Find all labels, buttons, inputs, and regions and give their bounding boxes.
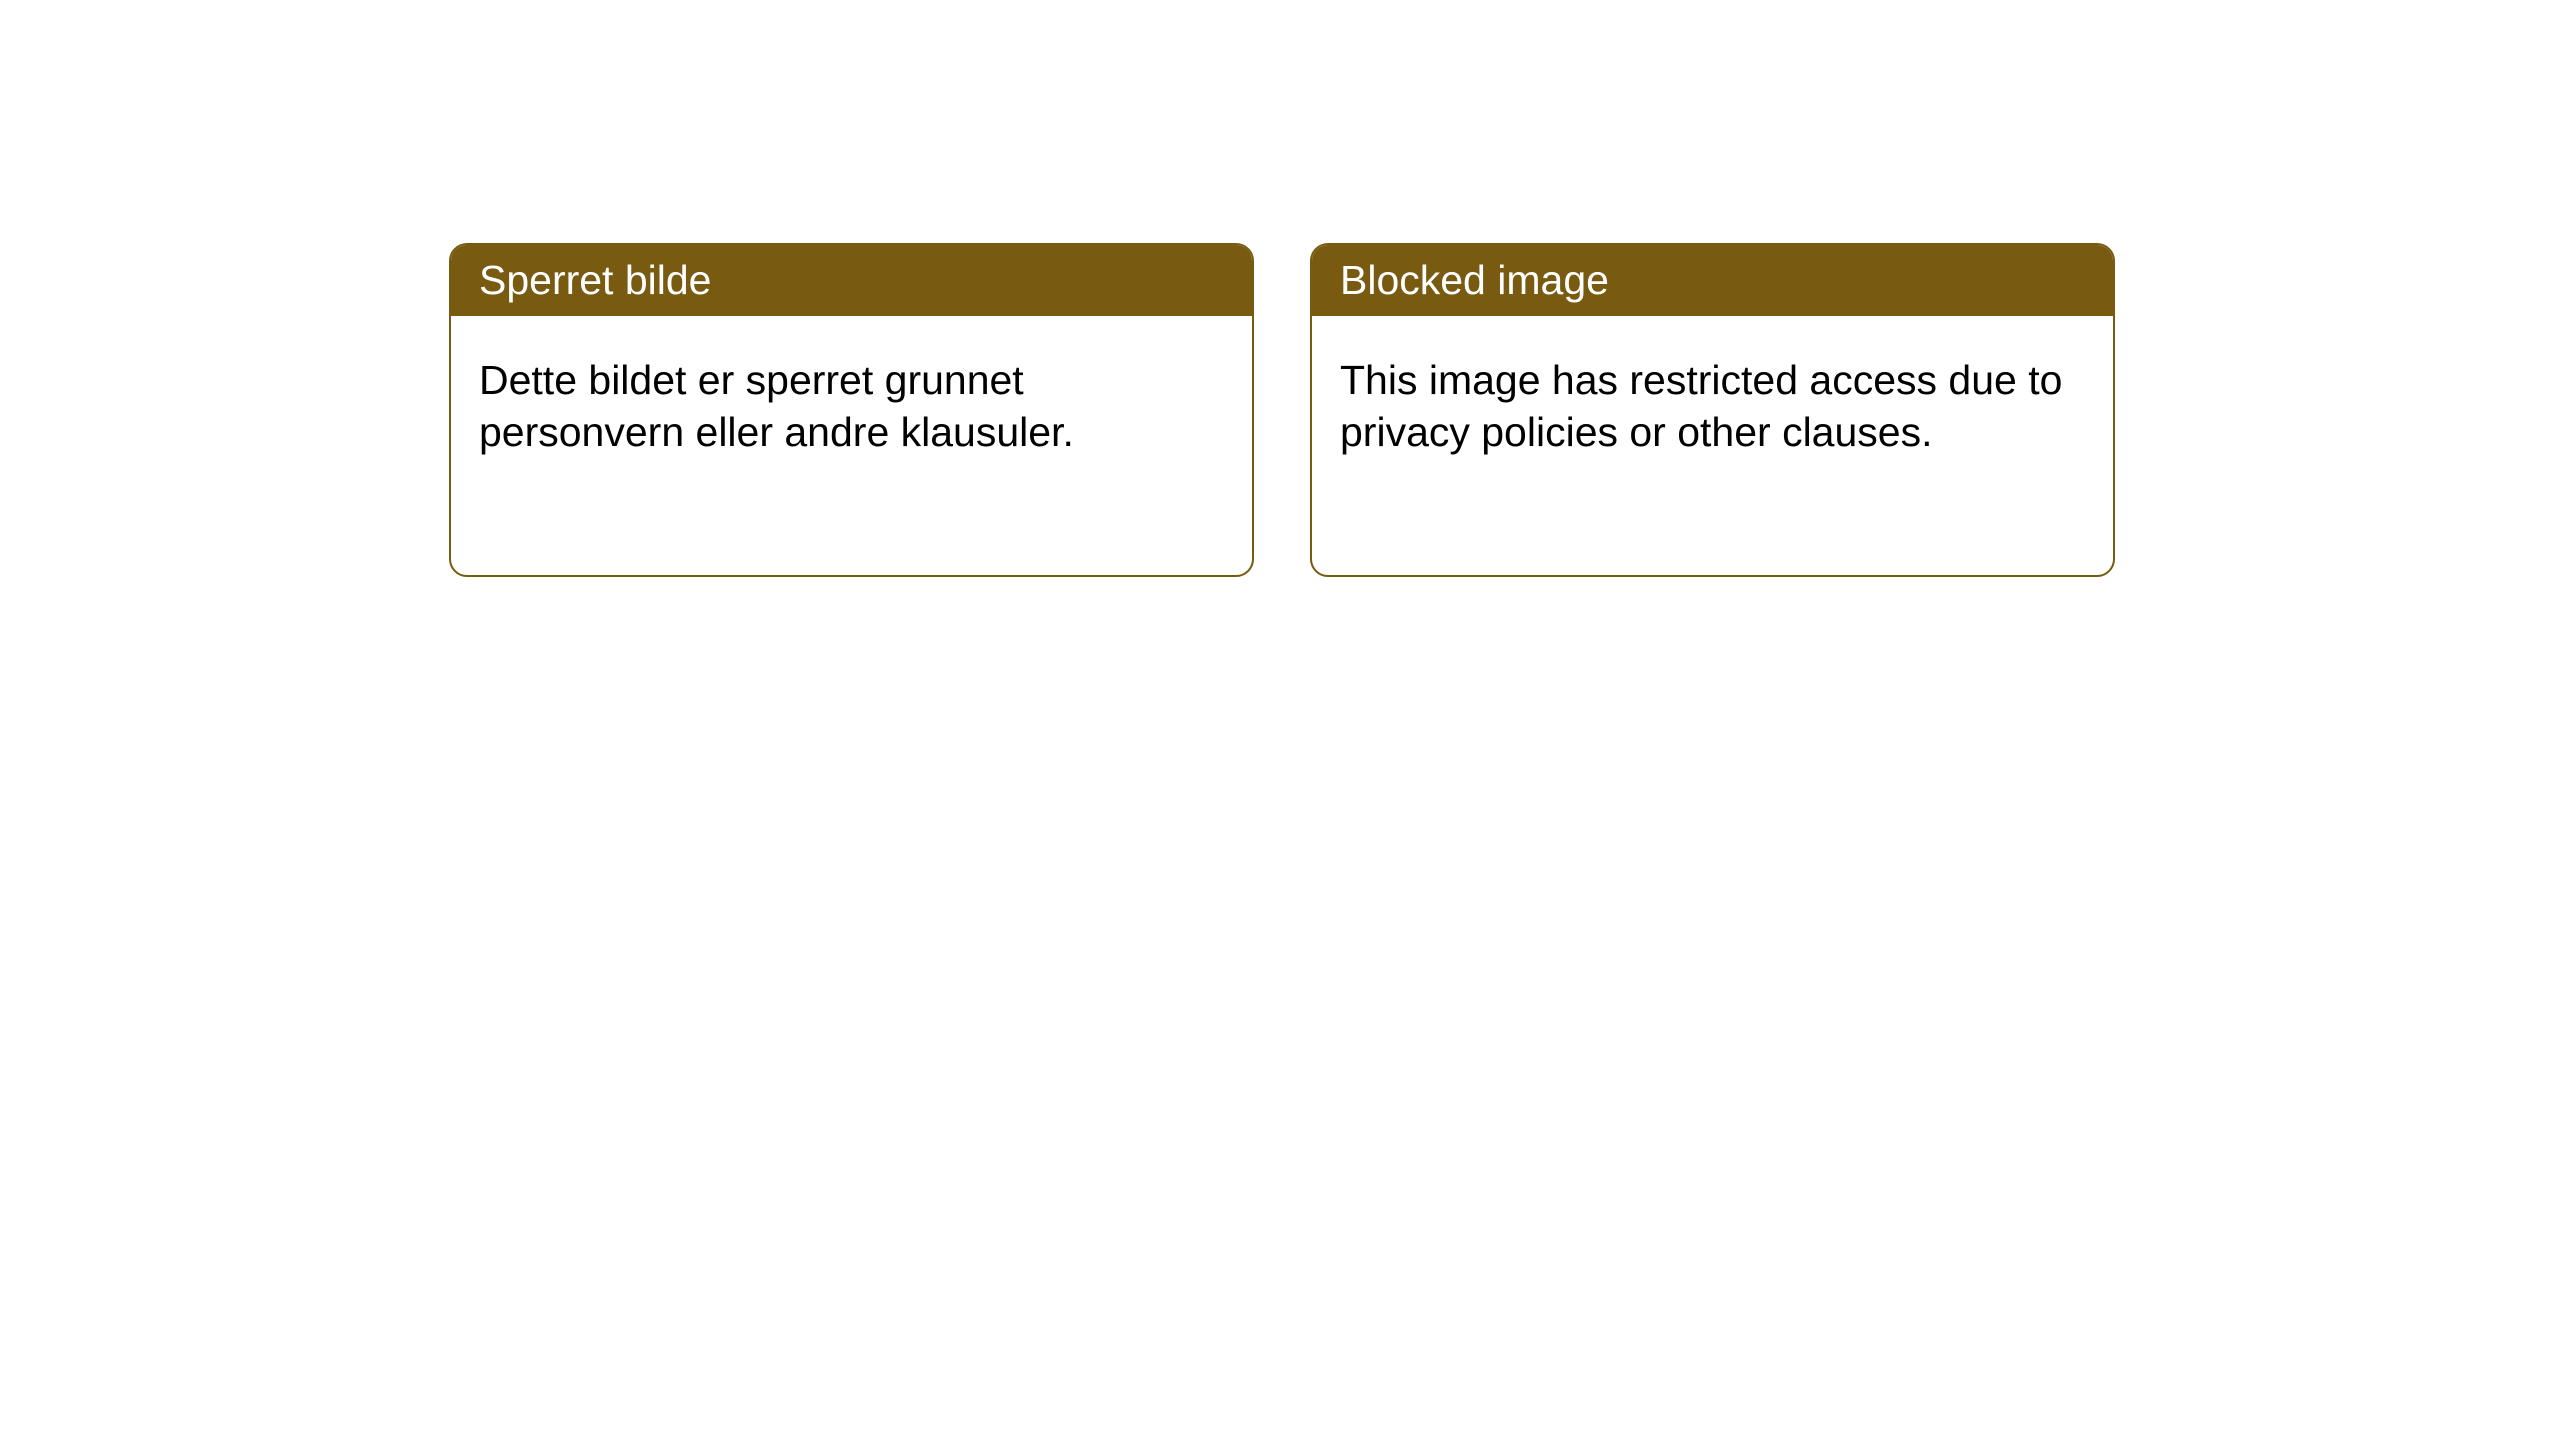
card-body-english: This image has restricted access due to … — [1312, 316, 2113, 497]
card-header-norwegian: Sperret bilde — [451, 245, 1252, 316]
notice-card-norwegian: Sperret bilde Dette bildet er sperret gr… — [449, 243, 1254, 577]
notice-container: Sperret bilde Dette bildet er sperret gr… — [0, 0, 2560, 577]
notice-card-english: Blocked image This image has restricted … — [1310, 243, 2115, 577]
card-header-english: Blocked image — [1312, 245, 2113, 316]
card-body-norwegian: Dette bildet er sperret grunnet personve… — [451, 316, 1252, 497]
